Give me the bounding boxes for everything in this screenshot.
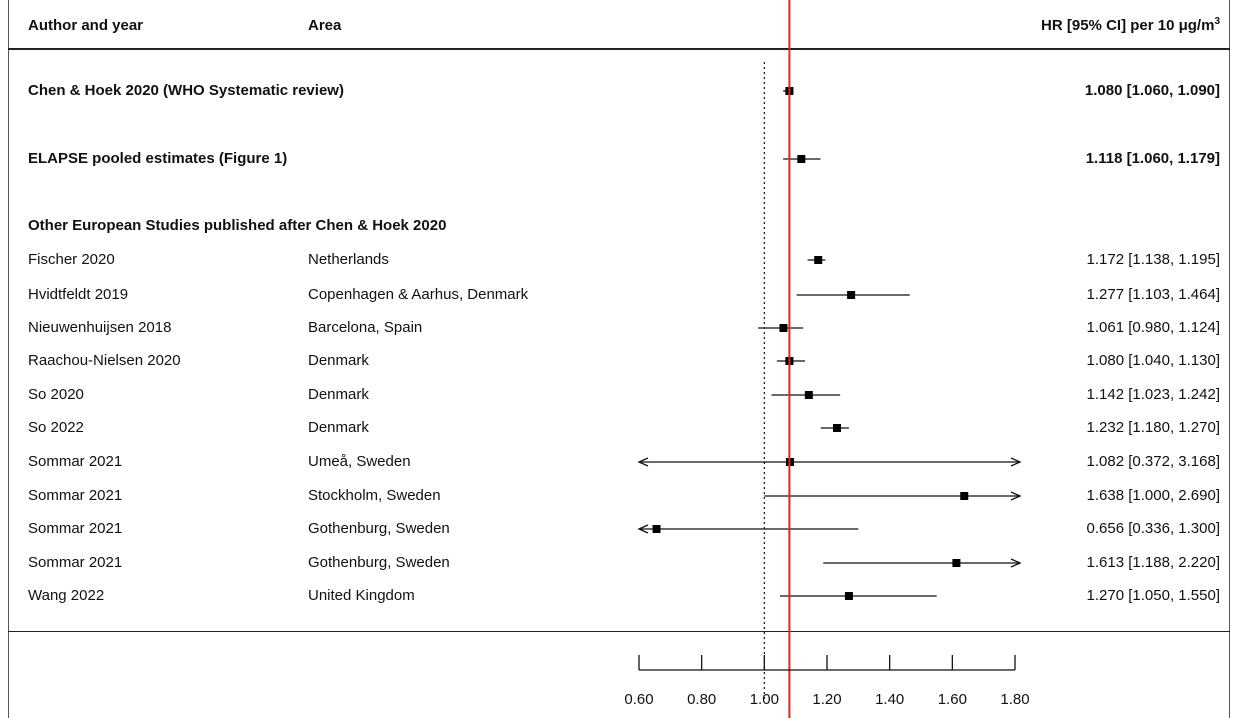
row-area: Gothenburg, Sweden <box>308 554 450 571</box>
row-hr-label: 1.142 [1.023, 1.242] <box>1086 386 1220 403</box>
row-author: Chen & Hoek 2020 (WHO Systematic review) <box>28 82 344 99</box>
ci-arrow-right <box>1010 491 1022 501</box>
point-estimate <box>847 291 856 299</box>
point-estimate <box>804 391 813 399</box>
x-axis-tick-label: 1.00 <box>750 691 779 708</box>
header-divider <box>8 48 1230 50</box>
ci-arrow-left <box>637 524 649 534</box>
row-area: Stockholm, Sweden <box>308 487 441 504</box>
row-hr-label: 1.232 [1.180, 1.270] <box>1086 419 1220 436</box>
row-hr-label: 1.277 [1.103, 1.464] <box>1086 286 1220 303</box>
point-estimate <box>814 256 823 264</box>
x-axis-tick-label: 0.60 <box>624 691 653 708</box>
row-author: Raachou-Nielsen 2020 <box>28 352 181 369</box>
point-estimate <box>844 592 853 600</box>
row-author: Sommar 2021 <box>28 520 123 537</box>
row-hr-label: 1.613 [1.188, 2.220] <box>1086 554 1220 571</box>
x-axis-tick-label: 1.60 <box>938 691 967 708</box>
row-hr-label: 1.061 [0.980, 1.124] <box>1086 319 1220 336</box>
row-area: Denmark <box>308 352 369 369</box>
author-column-header: Author and year <box>28 17 144 34</box>
row-author: Sommar 2021 <box>28 487 123 504</box>
point-estimate <box>952 559 961 567</box>
hr-column-header-superscript: 3 <box>1214 16 1220 27</box>
row-hr-label: 1.172 [1.138, 1.195] <box>1086 251 1220 268</box>
hr-column-header: HR [95% CI] per 10 μg/m3 <box>1041 17 1220 35</box>
row-hr-label: 1.270 [1.050, 1.550] <box>1086 587 1220 604</box>
point-estimate <box>797 155 806 163</box>
row-area: Denmark <box>308 419 369 436</box>
row-hr-label: 1.080 [1.060, 1.090] <box>1084 82 1220 99</box>
row-hr-label: 1.082 [0.372, 3.168] <box>1086 453 1220 470</box>
section-label: Other European Studies published after C… <box>28 217 447 234</box>
row-author: Sommar 2021 <box>28 453 123 470</box>
row-area: Netherlands <box>308 251 389 268</box>
ci-arrow-right <box>1010 457 1022 467</box>
row-area: Denmark <box>308 386 369 403</box>
row-author: Nieuwenhuijsen 2018 <box>28 319 172 336</box>
ci-arrow-right <box>1010 558 1022 568</box>
ci-arrow-left <box>637 457 649 467</box>
forest-plot-frame <box>8 0 1230 718</box>
row-area: Gothenburg, Sweden <box>308 520 450 537</box>
x-axis-tick-label: 1.80 <box>1000 691 1029 708</box>
row-author: Sommar 2021 <box>28 554 123 571</box>
row-hr-label: 1.638 [1.000, 2.690] <box>1086 487 1220 504</box>
x-axis-tick-label: 1.20 <box>812 691 841 708</box>
row-hr-label: 1.118 [1.060, 1.179] <box>1085 150 1220 167</box>
row-area: Copenhagen & Aarhus, Denmark <box>308 286 529 303</box>
row-author: So 2020 <box>28 386 84 403</box>
row-area: Barcelona, Spain <box>308 319 423 336</box>
row-author: Hvidtfeldt 2019 <box>28 286 129 303</box>
point-estimate <box>779 324 788 332</box>
x-axis-tick-label: 0.80 <box>687 691 716 708</box>
row-author: So 2022 <box>28 419 84 436</box>
area-column-header: Area <box>308 17 342 34</box>
row-author: ELAPSE pooled estimates (Figure 1) <box>28 150 288 167</box>
row-hr-label: 0.656 [0.336, 1.300] <box>1086 520 1220 537</box>
row-hr-label: 1.080 [1.040, 1.130] <box>1086 352 1220 369</box>
point-estimate <box>960 492 969 500</box>
point-estimate <box>833 424 842 432</box>
row-area: United Kingdom <box>308 587 415 604</box>
row-author: Fischer 2020 <box>28 251 115 268</box>
row-author: Wang 2022 <box>28 587 105 604</box>
point-estimate <box>652 525 661 533</box>
x-axis-tick-label: 1.40 <box>875 691 904 708</box>
row-area: Umeå, Sweden <box>308 453 411 470</box>
footer-divider <box>8 631 1230 632</box>
hr-column-header-text: HR [95% CI] per 10 μg/m <box>1041 17 1215 34</box>
